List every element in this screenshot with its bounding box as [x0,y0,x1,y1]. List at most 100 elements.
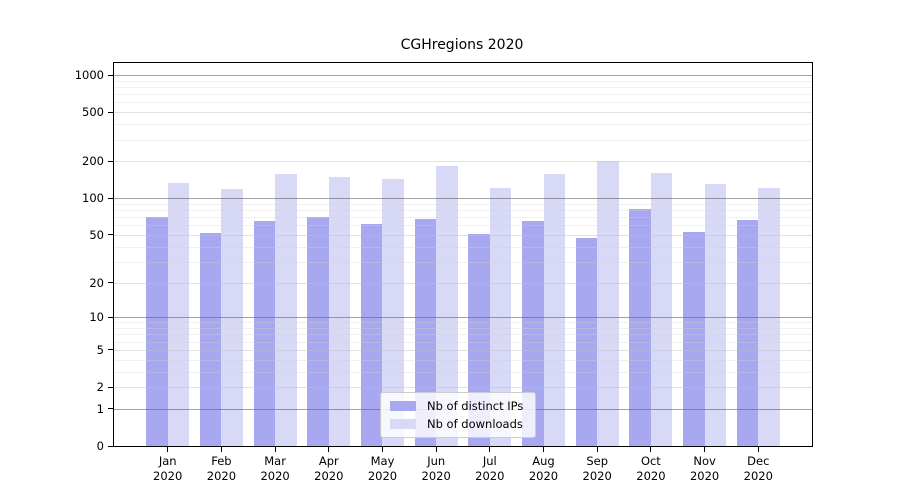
y-tick-label: 200 [82,154,104,169]
bar-downloads [275,173,297,446]
x-tick-mark [489,446,491,452]
x-tick-month: May [370,454,395,468]
y-tick-label: 1 [96,401,104,416]
chart-title: CGHregions 2020 [400,37,524,53]
y-tick-mark [108,74,114,76]
x-tick-mark [274,446,276,452]
bar-distinct-ips [199,232,222,446]
y-tick-mark [108,282,114,283]
legend: Nb of distinct IPs Nb of downloads [380,392,537,438]
legend-label-downloads: Nb of downloads [427,417,523,431]
bar-downloads [597,161,619,446]
x-tick-year: 2020 [475,469,505,483]
bar-downloads [436,165,458,446]
x-tick-label: Jul 2020 [460,454,520,484]
y-tick-mark [108,111,114,113]
y-tick-mark [108,386,114,388]
x-tick-month: Nov [693,454,716,468]
x-tick-mark [220,446,222,452]
y-tick-label: 500 [82,105,104,120]
y-tick-label: 10 [89,310,104,325]
x-tick-label: Sep 2020 [567,454,627,484]
gridline-minor [114,322,812,324]
x-tick-mark [382,446,383,452]
gridline-minor [114,246,812,248]
y-tick-mark [108,408,114,410]
x-tick-month: Aug [532,454,555,468]
gridline-minor [114,102,812,104]
bar-distinct-ips [414,218,437,446]
gridline-minor [114,359,812,361]
x-tick-year: 2020 [314,469,344,483]
gridline-10 [114,317,812,319]
x-tick-month: Dec [747,454,770,468]
x-tick-mark [650,446,652,452]
x-tick-month: Feb [211,454,232,468]
x-tick-year: 2020 [689,469,720,483]
y-tick-label: 5 [96,342,104,357]
bar-distinct-ips [522,221,544,446]
gridline-100 [114,198,812,200]
y-tick-mark [108,234,114,236]
gridline-minor [114,80,812,82]
x-tick-year: 2020 [743,469,773,483]
x-tick-label: Apr 2020 [299,454,359,484]
y-tick-mark [108,445,114,447]
gridline-minor [114,341,812,343]
x-tick-label: Aug 2020 [514,454,574,484]
x-tick-year: 2020 [636,469,666,483]
x-tick-year: 2020 [206,469,237,483]
gridline-minor [114,371,812,373]
x-tick-label: Jun 2020 [406,454,466,484]
gridline-5 [114,349,812,351]
bar-distinct-ips [575,238,598,446]
x-tick-month: Apr [318,454,339,468]
legend-swatch-downloads [390,419,416,429]
gridline-500 [114,112,812,114]
x-tick-month: Jun [427,454,446,468]
bar-distinct-ips [683,231,705,446]
y-tick-label: 100 [82,191,104,206]
gridline-200 [114,161,812,163]
x-tick-label: Nov 2020 [675,454,735,484]
x-tick-mark [543,446,544,452]
y-tick-mark [108,197,114,199]
x-tick-month: Oct [640,454,661,468]
gridline-minor [114,261,812,263]
x-tick-year: 2020 [260,469,290,483]
gridline-50 [114,234,812,236]
gridline-minor [114,124,812,126]
plot-area: 0 1 2 5 10 20 50 100 200 500 1000 Jan 2020 Feb 2020 Mar… [75,62,813,483]
bar-downloads [758,187,780,446]
x-tick-mark [167,446,169,452]
bar-downloads [704,184,727,446]
bar-distinct-ips [360,224,383,446]
x-tick-mark [435,446,437,452]
gridline-minor [114,328,812,329]
gridline-minor [114,225,812,227]
bar-distinct-ips [146,217,168,446]
y-tick-mark [108,349,114,351]
gridline-1000 [114,75,812,76]
gridline-minor [114,139,812,141]
x-tick-label: Feb 2020 [191,454,251,484]
x-tick-mark [596,446,598,452]
x-tick-label: Mar 2020 [245,454,305,484]
x-tick-label: Jan 2020 [138,454,198,484]
x-tick-year: 2020 [421,469,451,483]
y-tick-label: 20 [89,275,104,290]
bar-distinct-ips [253,221,276,446]
x-tick-year: 2020 [153,469,183,483]
y-tick-label: 2 [96,380,104,394]
x-tick-year: 2020 [367,469,398,483]
x-tick-month: Jul [482,454,497,468]
gridline-20 [114,282,812,284]
gridline-minor [114,210,812,211]
y-tick-mark [108,160,114,162]
bar-distinct-ips [736,220,759,446]
bar-downloads [328,176,351,446]
gridline-2 [114,387,812,388]
legend-label-distinct-ips: Nb of distinct IPs [427,399,524,413]
x-tick-month: Jan [158,454,177,468]
bar-downloads [650,173,673,446]
